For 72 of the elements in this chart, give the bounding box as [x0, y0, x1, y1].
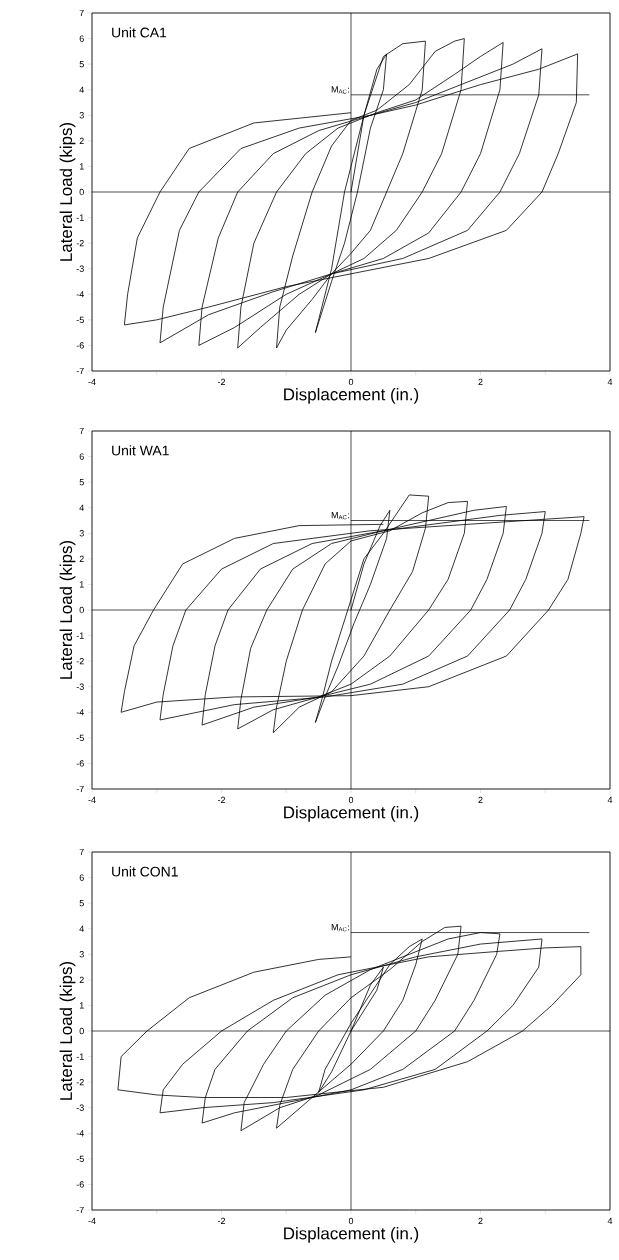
y-tick-label: 2 [79, 137, 84, 144]
y-tick-label: 6 [79, 453, 84, 460]
y-tick-label: 3 [79, 112, 84, 119]
x-tick-label: 2 [478, 378, 483, 386]
y-tick-label: -3 [76, 1104, 84, 1111]
y-tick-label: -4 [76, 709, 84, 716]
y-axis-title: Lateral Load (kips) [59, 122, 76, 261]
y-tick-label: 0 [79, 188, 84, 196]
x-tick-label: 4 [607, 378, 613, 385]
y-tick-label: 0 [79, 1027, 84, 1035]
x-tick-label: -2 [217, 1217, 226, 1225]
y-tick-label: -5 [76, 316, 84, 323]
y-tick-label: -5 [76, 734, 84, 741]
y-tick-label: -2 [76, 658, 84, 665]
text: Unit CON1 [112, 866, 178, 877]
y-axis-title: Lateral Load (kips) [59, 540, 76, 679]
y-tick-label: 6 [79, 874, 84, 881]
y-tick-label: -1 [76, 1053, 84, 1060]
y-tick-label: 5 [79, 479, 84, 486]
x-axis-title: Displacement (in.) [284, 1226, 419, 1243]
x-tick-label: 4 [607, 1217, 613, 1224]
x-tick-label: -2 [217, 796, 226, 804]
y-tick-label: -6 [76, 1181, 84, 1188]
x-tick-label: -2 [217, 378, 226, 386]
y-tick-label: 4 [79, 925, 84, 932]
ref-line-label: M$_{AC}$: [331, 86, 349, 94]
y-tick-label: 5 [79, 900, 84, 907]
y-tick-label: -2 [76, 1079, 84, 1086]
y-tick-label: 1 [79, 581, 84, 588]
y-axis-title: Lateral Load (kips) [59, 961, 76, 1100]
x-tick-label: 0 [348, 378, 354, 386]
x-axis-title: Displacement (in.) [284, 805, 419, 822]
x-tick-label: 0 [348, 1217, 354, 1225]
y-tick-label: -4 [76, 1130, 84, 1137]
y-tick-label: -3 [76, 683, 84, 690]
x-tick-label: 2 [478, 1217, 483, 1225]
ref-line-label: M$_{AC}$: [331, 511, 349, 520]
y-tick-label: 3 [79, 951, 84, 958]
y-tick-label: 7 [79, 848, 84, 856]
y-tick-label: 4 [79, 504, 84, 511]
y-tick-label: 7 [79, 427, 84, 435]
y-tick-label: -6 [76, 760, 84, 767]
y-tick-label: 4 [79, 86, 84, 93]
x-tick-label: -4 [88, 1217, 96, 1224]
text: Unit CA1 [112, 27, 167, 38]
y-tick-label: -1 [76, 214, 84, 221]
y-tick-label: 1 [79, 1002, 84, 1009]
x-tick-label: -4 [88, 796, 96, 803]
y-tick-label: 7 [79, 9, 84, 17]
y-tick-label: -3 [76, 265, 84, 272]
y-tick-label: -2 [76, 240, 84, 247]
y-tick-label: 1 [79, 163, 84, 170]
y-tick-label: 6 [79, 35, 84, 42]
y-tick-label: 2 [79, 555, 84, 562]
ref-line-label: M$_{AC}$: [331, 924, 349, 932]
y-tick-label: -7 [76, 1206, 84, 1214]
x-tick-label: 0 [348, 796, 354, 804]
y-tick-label: -5 [76, 1155, 84, 1162]
y-tick-label: -7 [76, 367, 84, 375]
x-tick-label: 2 [478, 796, 483, 804]
y-tick-label: 5 [79, 61, 84, 68]
y-tick-label: 3 [79, 530, 84, 537]
text: Unit WA1 [112, 445, 169, 456]
y-tick-label: 2 [79, 976, 84, 983]
x-axis-title: Displacement (in.) [284, 387, 419, 404]
x-tick-label: -4 [88, 378, 96, 385]
y-tick-label: 0 [79, 606, 84, 614]
y-tick-label: -4 [76, 291, 84, 298]
y-tick-label: -7 [76, 785, 84, 793]
y-tick-label: -6 [76, 342, 84, 349]
y-tick-label: -1 [76, 632, 84, 639]
x-tick-label: 4 [607, 796, 613, 803]
